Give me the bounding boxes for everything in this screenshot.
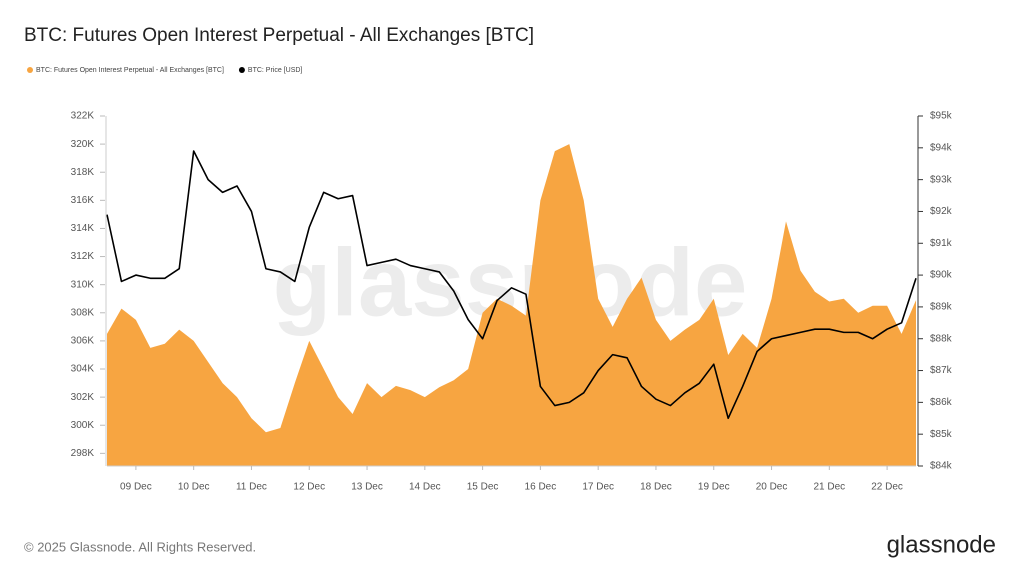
y-tick-label: 316K [71, 195, 95, 206]
copyright: © 2025 Glassnode. All Rights Reserved. [24, 539, 256, 554]
legend-swatch [238, 67, 245, 73]
x-tick-label: 13 Dec [351, 482, 383, 493]
x-tick-label: 19 Dec [698, 482, 730, 493]
x-tick-label: 15 Dec [467, 482, 499, 493]
x-tick-label: 21 Dec [813, 482, 845, 493]
legend-swatch [27, 67, 33, 73]
logo: glassnode [887, 531, 996, 558]
x-tick-label: 16 Dec [525, 482, 557, 493]
x-tick-label: 18 Dec [640, 482, 672, 493]
x-tick-label: 14 Dec [409, 482, 441, 493]
x-tick-label: 12 Dec [293, 482, 325, 493]
y-tick-label: 318K [71, 167, 95, 178]
x-tick-label: 10 Dec [178, 482, 210, 493]
x-tick-label: 20 Dec [756, 482, 788, 493]
y-tick-label: 308K [71, 307, 95, 318]
y2-tick-label: $95k [930, 111, 953, 122]
price-line [106, 150, 917, 420]
y2-tick-label: $94k [930, 142, 953, 153]
y-tick-label: 302K [71, 392, 95, 403]
x-tick-label: 22 Dec [871, 482, 903, 493]
y2-tick-label: $93k [930, 174, 953, 185]
y-tick-label: 306K [71, 336, 95, 347]
y2-tick-label: $85k [930, 429, 953, 440]
y-tick-label: 312K [71, 251, 95, 262]
y2-tick-label: $87k [930, 365, 953, 376]
x-tick-label: 17 Dec [582, 482, 614, 493]
y2-tick-label: $90k [930, 270, 953, 281]
x-tick-label: 11 Dec [236, 482, 267, 493]
y-tick-label: 298K [71, 448, 95, 459]
legend-label: BTC: Futures Open Interest Perpetual - A… [36, 67, 224, 74]
chart-title: BTC: Futures Open Interest Perpetual - A… [24, 25, 534, 46]
x-tick-label: 09 Dec [120, 482, 152, 493]
y2-tick-label: $91k [930, 238, 953, 249]
y-tick-label: 322K [71, 111, 95, 122]
y2-tick-label: $86k [930, 397, 953, 408]
legend-label: BTC: Price [USD] [248, 67, 303, 74]
y-tick-label: 310K [71, 279, 95, 290]
y2-tick-label: $84k [930, 461, 953, 472]
y-tick-label: 320K [71, 139, 95, 150]
y2-tick-label: $89k [930, 302, 953, 313]
y-tick-label: 314K [71, 223, 95, 234]
y-tick-label: 300K [71, 420, 95, 431]
oi-area [107, 144, 916, 466]
y2-tick-label: $92k [930, 206, 953, 217]
y-tick-label: 304K [71, 364, 95, 375]
y2-tick-label: $88k [930, 333, 953, 344]
